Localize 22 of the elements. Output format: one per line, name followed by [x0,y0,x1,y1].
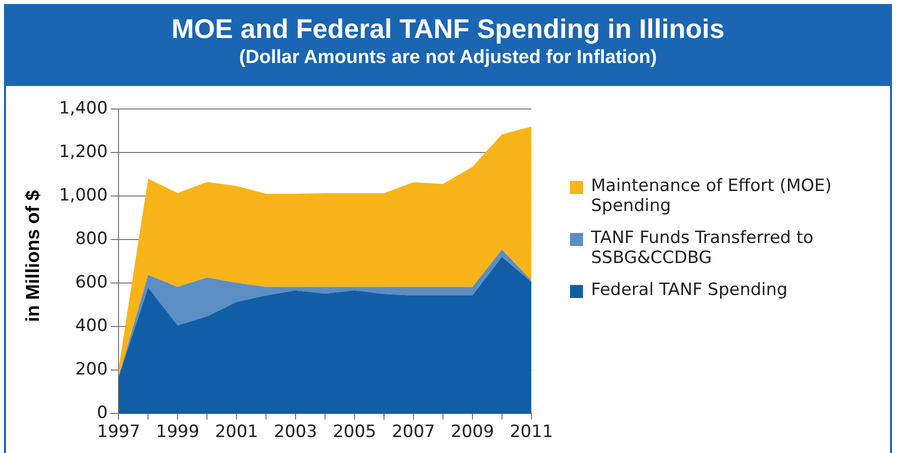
y-tick-label: 1,000 [58,186,108,206]
x-tick-label: 2007 [392,422,436,442]
legend-label: TANF Funds Transferred to SSBG&CCDBG [591,228,814,268]
chart-subtitle: (Dollar Amounts are not Adjusted for Inflation) [238,47,658,69]
y-axis-title: in Millions of $ [23,190,45,322]
y-tick-label: 1,200 [58,142,108,162]
y-tick-label: 800 [75,229,108,250]
x-tick-label: 2003 [274,422,318,442]
y-tick-label: 200 [75,360,108,380]
legend-label: Federal TANF Spending [591,280,788,300]
x-tick-label: 2001 [214,422,258,442]
y-tick-label: 600 [75,272,108,293]
y-tick-label: 1,400 [58,98,108,119]
chart-title: MOE and Federal TANF Spending in Illinois [170,13,726,45]
x-tick-label: 2005 [332,422,376,442]
x-tick-label: 1999 [156,422,200,442]
x-tick-label: 2009 [450,422,494,442]
y-tick-label: 400 [75,316,108,336]
x-tick-label: 2011 [510,422,553,442]
y-tick-label: 0 [96,403,108,424]
legend-label: Maintenance of Effort (MOE) Spending [591,176,833,216]
x-tick-label: 1997 [97,422,140,442]
